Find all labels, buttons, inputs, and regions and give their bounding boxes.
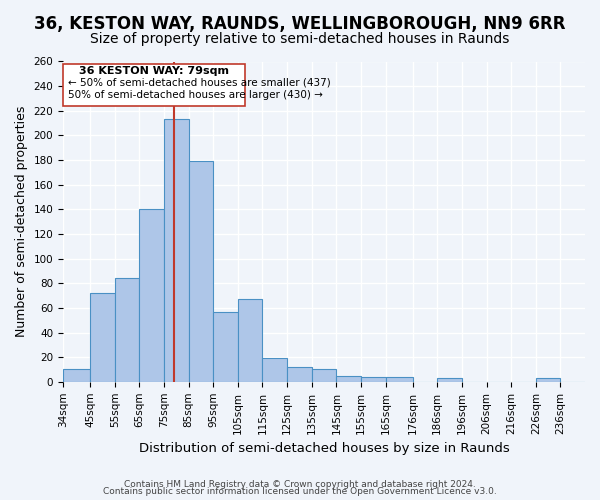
Bar [337,376,361,382]
Bar [361,377,386,382]
Text: Contains HM Land Registry data © Crown copyright and database right 2024.: Contains HM Land Registry data © Crown c… [124,480,476,489]
Bar [63,370,90,382]
Bar [386,377,413,382]
Bar [213,312,238,382]
Text: Contains public sector information licensed under the Open Government Licence v3: Contains public sector information licen… [103,487,497,496]
X-axis label: Distribution of semi-detached houses by size in Raunds: Distribution of semi-detached houses by … [139,442,509,455]
Text: Size of property relative to semi-detached houses in Raunds: Size of property relative to semi-detach… [91,32,509,46]
Bar [164,120,188,382]
Bar [437,378,462,382]
Bar [262,358,287,382]
Bar [90,293,115,382]
Bar [536,378,560,382]
Bar [238,300,262,382]
Bar [287,367,312,382]
FancyBboxPatch shape [63,64,245,106]
Bar [312,370,337,382]
Bar [139,210,164,382]
Text: 36, KESTON WAY, RAUNDS, WELLINGBOROUGH, NN9 6RR: 36, KESTON WAY, RAUNDS, WELLINGBOROUGH, … [34,15,566,33]
Text: 36 KESTON WAY: 79sqm: 36 KESTON WAY: 79sqm [79,66,229,76]
Text: 50% of semi-detached houses are larger (430) →: 50% of semi-detached houses are larger (… [68,90,323,100]
Bar [115,278,139,382]
Bar [188,162,213,382]
Text: ← 50% of semi-detached houses are smaller (437): ← 50% of semi-detached houses are smalle… [68,78,331,88]
Y-axis label: Number of semi-detached properties: Number of semi-detached properties [15,106,28,338]
